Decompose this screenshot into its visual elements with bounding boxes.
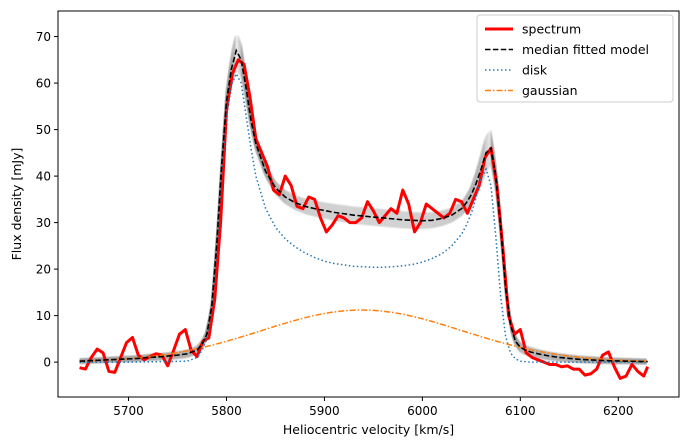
x-tick-label: 5700	[113, 404, 144, 418]
model-sample-line	[79, 61, 647, 364]
x-tick-label: 5800	[211, 404, 242, 418]
model-sample-line	[79, 69, 647, 366]
y-tick-label: 10	[36, 309, 51, 323]
model-sample-line	[79, 58, 647, 364]
model-sample-line	[79, 59, 647, 364]
y-tick-label: 20	[36, 262, 51, 276]
y-axis: 0 10 20 30 40 50 60 70	[36, 30, 58, 369]
legend-label: median fitted model	[522, 42, 649, 57]
plot-area	[79, 35, 650, 380]
x-tick-label: 5900	[309, 404, 340, 418]
model-sample-line	[79, 66, 647, 365]
x-tick-label: 6000	[407, 404, 438, 418]
y-tick-label: 40	[36, 169, 51, 183]
model-sample-line	[79, 71, 647, 366]
model-sample-line	[79, 63, 647, 365]
y-tick-label: 30	[36, 216, 51, 230]
x-tick-label: 6200	[603, 404, 634, 418]
x-axis-title: Heliocentric velocity [km/s]	[283, 422, 454, 437]
x-tick-label: 6100	[505, 404, 536, 418]
gaussian-line	[79, 309, 648, 363]
y-tick-label: 50	[36, 123, 51, 137]
y-tick-label: 60	[36, 76, 51, 90]
y-axis-title: Flux density [mJy]	[9, 148, 24, 261]
legend: spectrum median fitted model disk gaussian	[476, 14, 674, 103]
axes-frame	[57, 10, 680, 398]
legend-box	[476, 14, 674, 103]
y-tick-label: 70	[36, 30, 51, 44]
legend-label: disk	[522, 63, 548, 78]
x-axis: 5700 5800 5900 6000 6100 6200	[113, 397, 634, 418]
model-sample-line	[79, 65, 647, 365]
model-sample-line	[79, 62, 647, 365]
median-model-line	[79, 48, 648, 363]
spectrum-line	[79, 58, 650, 380]
y-tick-label: 0	[43, 355, 51, 369]
legend-label: spectrum	[522, 22, 581, 37]
model-sample-line	[79, 68, 647, 365]
legend-label: gaussian	[522, 83, 578, 98]
